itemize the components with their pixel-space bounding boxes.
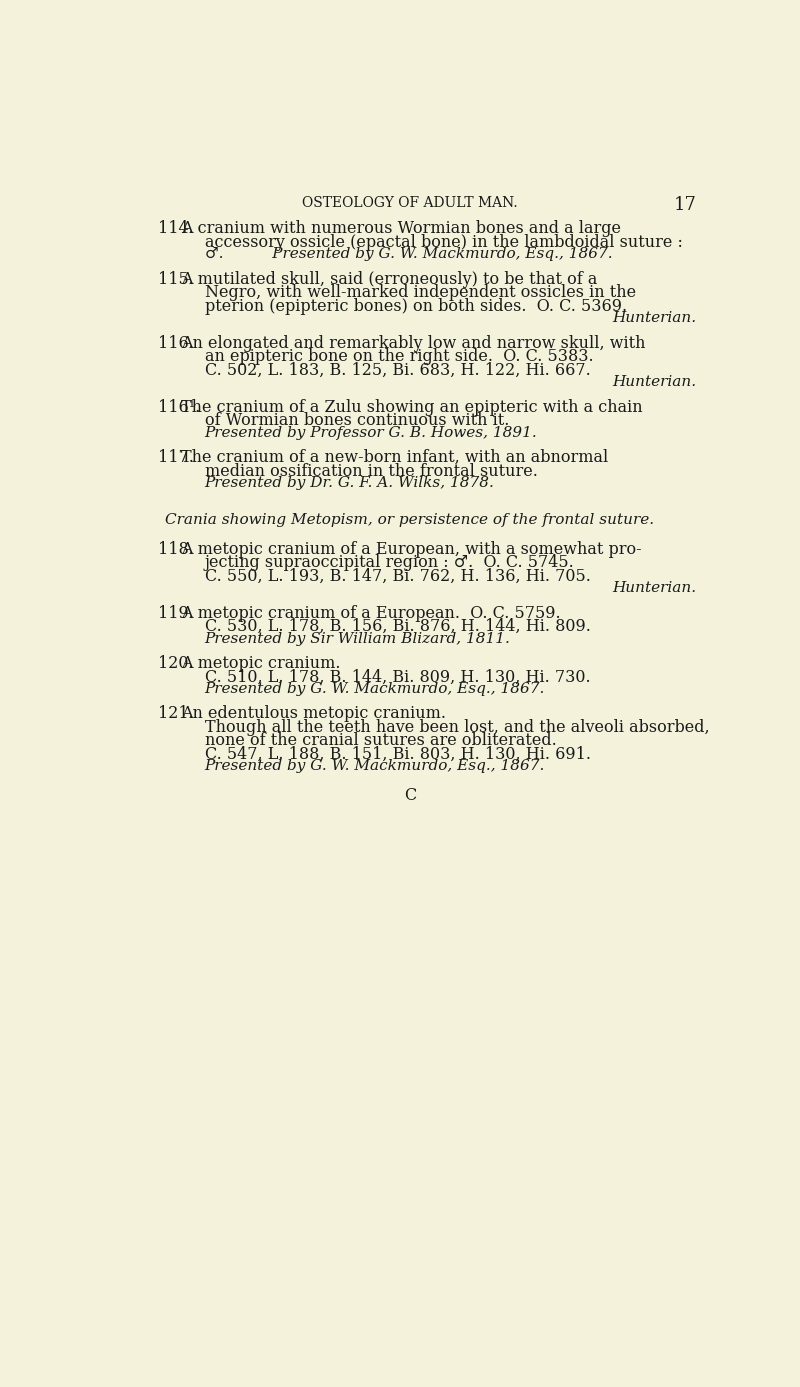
Text: Though all the teeth have been lost, and the alveoli absorbed,: Though all the teeth have been lost, and… bbox=[205, 718, 710, 736]
Text: Hunterian.: Hunterian. bbox=[613, 581, 697, 595]
Text: A cranium with numerous Wormian bones and a large: A cranium with numerous Wormian bones an… bbox=[182, 221, 622, 237]
Text: jecting supraoccipital region : ♂.  O. C. 5745.: jecting supraoccipital region : ♂. O. C.… bbox=[205, 555, 574, 571]
Text: pterion (epipteric bones) on both sides.  O. C. 5369.: pterion (epipteric bones) on both sides.… bbox=[205, 298, 626, 315]
Text: An edentulous metopic cranium.: An edentulous metopic cranium. bbox=[182, 706, 446, 723]
Text: Presented by Professor G. B. Howes, 1891.: Presented by Professor G. B. Howes, 1891… bbox=[205, 426, 538, 440]
Text: C. 550, L. 193, B. 147, Bi. 762, H. 136, Hi. 705.: C. 550, L. 193, B. 147, Bi. 762, H. 136,… bbox=[205, 567, 590, 584]
Text: median ossification in the frontal suture.: median ossification in the frontal sutur… bbox=[205, 462, 538, 480]
Text: Presented by Dr. G. F. A. Wilks, 1878.: Presented by Dr. G. F. A. Wilks, 1878. bbox=[205, 476, 494, 490]
Text: of Wormian bones continuous with it.: of Wormian bones continuous with it. bbox=[205, 412, 509, 429]
Text: ♂.          Presented by G. W. Mackmurdo, Esq., 1867.: ♂. Presented by G. W. Mackmurdo, Esq., 1… bbox=[205, 247, 612, 261]
Text: 117.: 117. bbox=[158, 449, 194, 466]
Text: 115.: 115. bbox=[158, 270, 194, 287]
Text: 17: 17 bbox=[674, 196, 697, 214]
Text: 116.: 116. bbox=[158, 334, 194, 352]
Text: Negro, with well-marked independent ossicles in the: Negro, with well-marked independent ossi… bbox=[205, 284, 636, 301]
Text: A metopic cranium of a European, with a somewhat pro-: A metopic cranium of a European, with a … bbox=[182, 541, 642, 558]
Text: Presented by G. W. Mackmurdo, Esq., 1867.: Presented by G. W. Mackmurdo, Esq., 1867… bbox=[205, 682, 545, 696]
Text: Hunterian.: Hunterian. bbox=[613, 374, 697, 390]
Text: A metopic cranium.: A metopic cranium. bbox=[182, 655, 341, 673]
Text: an epipteric bone on the right side.  O. C. 5383.: an epipteric bone on the right side. O. … bbox=[205, 348, 594, 365]
Text: Presented by G. W. Mackmurdo, Esq., 1867.: Presented by G. W. Mackmurdo, Esq., 1867… bbox=[205, 759, 545, 774]
Text: An elongated and remarkably low and narrow skull, with: An elongated and remarkably low and narr… bbox=[182, 334, 646, 352]
Text: C. 530, L. 178, B. 156, Bi. 876, H. 144, Hi. 809.: C. 530, L. 178, B. 156, Bi. 876, H. 144,… bbox=[205, 619, 590, 635]
Text: C. 547, L. 188, B. 151, Bi. 803, H. 130, Hi. 691.: C. 547, L. 188, B. 151, Bi. 803, H. 130,… bbox=[205, 746, 590, 763]
Text: 121.: 121. bbox=[158, 706, 194, 723]
Text: The cranium of a Zulu showing an epipteric with a chain: The cranium of a Zulu showing an epipter… bbox=[182, 398, 643, 416]
Text: 119.: 119. bbox=[158, 605, 194, 621]
Text: 120.: 120. bbox=[158, 655, 194, 673]
Text: none of the cranial sutures are obliterated.: none of the cranial sutures are oblitera… bbox=[205, 732, 556, 749]
Text: Presented by Sir William Blizard, 1811.: Presented by Sir William Blizard, 1811. bbox=[205, 631, 510, 645]
Text: 114.: 114. bbox=[158, 221, 194, 237]
Text: 116¹.: 116¹. bbox=[158, 398, 200, 416]
Text: C. 510, L. 178, B. 144, Bi. 809, H. 130, Hi. 730.: C. 510, L. 178, B. 144, Bi. 809, H. 130,… bbox=[205, 669, 590, 685]
Text: accessory ossicle (epactal bone) in the lambdoidal suture :: accessory ossicle (epactal bone) in the … bbox=[205, 234, 682, 251]
Text: OSTEOLOGY OF ADULT MAN.: OSTEOLOGY OF ADULT MAN. bbox=[302, 196, 518, 209]
Text: Hunterian.: Hunterian. bbox=[613, 311, 697, 325]
Text: Crania showing Metopism, or persistence of the frontal suture.: Crania showing Metopism, or persistence … bbox=[166, 513, 654, 527]
Text: A metopic cranium of a European.  O. C. 5759.: A metopic cranium of a European. O. C. 5… bbox=[182, 605, 561, 621]
Text: C: C bbox=[404, 786, 416, 803]
Text: C. 502, L. 183, B. 125, Bi. 683, H. 122, Hi. 667.: C. 502, L. 183, B. 125, Bi. 683, H. 122,… bbox=[205, 362, 590, 379]
Text: A mutilated skull, said (erroneously) to be that of a: A mutilated skull, said (erroneously) to… bbox=[182, 270, 598, 287]
Text: The cranium of a new-born infant, with an abnormal: The cranium of a new-born infant, with a… bbox=[182, 449, 609, 466]
Text: 118.: 118. bbox=[158, 541, 194, 558]
